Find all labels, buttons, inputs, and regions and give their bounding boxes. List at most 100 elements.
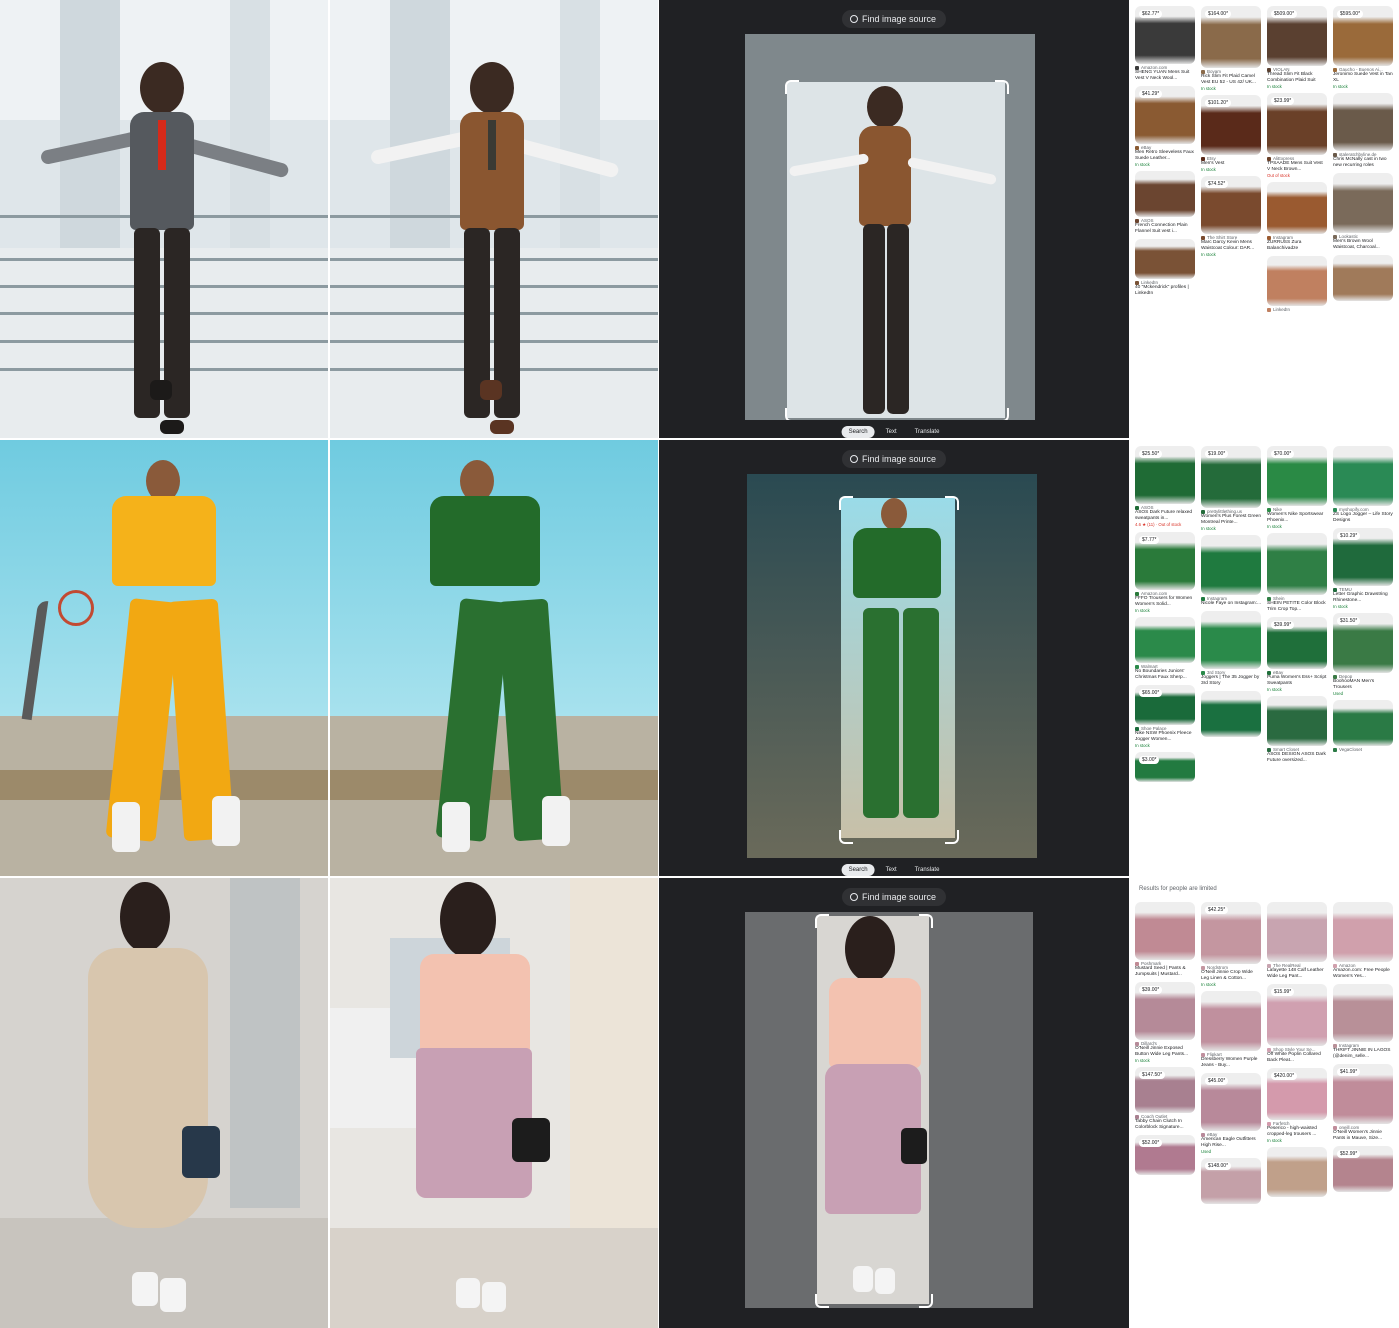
result-card[interactable]: $147.50* Coach Outlet Tabby Chain Clutch I… xyxy=(1135,1067,1195,1131)
result-title[interactable]: O'Neill Women's Jinnie Pants in Mauve, S… xyxy=(1333,1130,1383,1141)
result-title[interactable]: Jeronimo Suede Vest in Tan XL xyxy=(1333,72,1393,83)
result-title[interactable]: Puma Women's Ess+ Script Sweatpants xyxy=(1267,675,1327,686)
result-thumbnail[interactable] xyxy=(1333,902,1393,962)
result-card[interactable]: $23.99* AliExpress TPSAADE Mens Suit Vest … xyxy=(1267,93,1327,178)
result-thumbnail[interactable] xyxy=(1201,991,1261,1051)
result-thumbnail[interactable]: $147.50* xyxy=(1135,1067,1195,1113)
result-thumbnail[interactable]: $52.99* xyxy=(1333,1146,1393,1192)
result-title[interactable]: Men Retro Sleeveless Faux Suede Leather.… xyxy=(1135,150,1194,161)
result-title[interactable]: Off White Poplin Collared Back Pleat... xyxy=(1267,1052,1321,1063)
result-card[interactable]: $101.20* Etsy Men's Vest In stock xyxy=(1201,95,1261,172)
result-title[interactable]: Joggers | The 35 Jogger by 3rd Story xyxy=(1201,675,1260,686)
result-card[interactable]: LinkedIn 40 "Mckendrick" profiles | Linke… xyxy=(1135,239,1195,297)
result-card[interactable]: $15.99* Shop Style Your Se... Off White Po… xyxy=(1267,984,1327,1064)
result-thumbnail[interactable]: $74.52* xyxy=(1201,176,1261,234)
result-card[interactable]: $65.00* Shoe Palace Nike NSW Phoenix Fleec… xyxy=(1135,685,1195,748)
result-thumbnail[interactable]: $15.99* xyxy=(1267,984,1327,1046)
result-thumbnail[interactable]: $39.00* xyxy=(1135,982,1195,1040)
result-title[interactable]: Letter Graphic Drawstring Rhinestone... xyxy=(1333,592,1388,603)
result-thumbnail[interactable]: $70.00* xyxy=(1267,446,1327,506)
result-title[interactable]: Nicole Faye on Instagram:... xyxy=(1201,601,1261,606)
result-title[interactable]: Dressberry Women Purple Jeans - Buy... xyxy=(1201,1057,1258,1068)
tab-text[interactable]: Text xyxy=(885,867,897,873)
result-thumbnail[interactable] xyxy=(1267,182,1327,234)
result-title[interactable]: Men's Brown Wool Waistcoat, Charcoal... xyxy=(1333,239,1380,250)
result-card[interactable]: $74.52* The Shirt Store Marc Darcy Kevin M… xyxy=(1201,176,1261,257)
result-card[interactable]: $3.00* xyxy=(1135,752,1195,782)
crop-region[interactable] xyxy=(841,498,955,838)
result-card[interactable]: Shein SHEIN PETITE Color Block Trim Crop … xyxy=(1267,533,1327,613)
result-card[interactable]: $52.99* xyxy=(1333,1146,1393,1192)
result-title[interactable]: French Connection Plain Flannel Suit ves… xyxy=(1135,223,1188,234)
result-thumbnail[interactable]: $595.00* xyxy=(1333,6,1393,66)
result-thumbnail[interactable]: $3.00* xyxy=(1135,752,1195,782)
result-title[interactable]: FFFO Trousers for Women Women's Solid... xyxy=(1135,596,1193,607)
result-title[interactable]: Mustard Seed | Pants & Jumpsuits | Musta… xyxy=(1135,966,1186,977)
result-thumbnail[interactable]: $42.25* xyxy=(1201,902,1261,964)
result-title[interactable]: Women's Plus Forest Green Montreal Print… xyxy=(1201,514,1262,525)
result-title[interactable]: Chris McNally cast in two new recurring … xyxy=(1333,157,1387,168)
result-card[interactable] xyxy=(1201,691,1261,737)
find-image-source-button[interactable]: Find image source xyxy=(841,450,947,468)
tab-translate[interactable]: Translate xyxy=(914,429,940,435)
result-card[interactable]: $25.50* ASOS ASOS Dark Future relaxed swea… xyxy=(1135,446,1195,528)
result-card[interactable]: VegaCloset xyxy=(1333,700,1393,752)
result-card[interactable]: Lookastic Men's Brown Wool Waistcoat, Cha… xyxy=(1333,173,1393,251)
result-thumbnail[interactable]: $7.77* xyxy=(1135,532,1195,590)
result-title[interactable]: THRIFT JINNIE IN LAGOS (@denim_selle... xyxy=(1333,1048,1391,1059)
result-thumbnail[interactable]: $509.00* xyxy=(1267,6,1327,66)
result-title[interactable]: Lafayette 148 Calf Leather Wide Leg Pant… xyxy=(1267,968,1324,979)
result-thumbnail[interactable]: $41.29* xyxy=(1135,86,1195,144)
result-card[interactable]: $70.00* Nike Women's Nike Sportswear Phoen… xyxy=(1267,446,1327,529)
result-title[interactable]: Tabby Chain Clutch In Colorblock Signatu… xyxy=(1135,1119,1184,1130)
result-thumbnail[interactable] xyxy=(1201,535,1261,595)
result-thumbnail[interactable]: $41.99* xyxy=(1333,1064,1393,1124)
result-thumbnail[interactable] xyxy=(1267,902,1327,962)
crop-region[interactable] xyxy=(787,82,1005,418)
result-thumbnail[interactable]: $148.00* xyxy=(1201,1158,1261,1204)
result-thumbnail[interactable]: $65.00* xyxy=(1135,685,1195,725)
result-title[interactable]: SHEIN PETITE Color Block Trim Crop Top..… xyxy=(1267,601,1326,612)
result-title[interactable]: No Boundaries Juniors' Christmas Faux Sh… xyxy=(1135,669,1187,680)
result-thumbnail[interactable]: $420.00* xyxy=(1267,1068,1327,1120)
result-card[interactable]: $148.00* xyxy=(1201,1158,1261,1204)
result-title[interactable]: ZS Logo Jogger – Life Story Designs xyxy=(1333,512,1393,523)
result-card[interactable] xyxy=(1333,255,1393,301)
result-card[interactable]: LinkedIn xyxy=(1267,256,1327,312)
result-card[interactable]: ASOS French Connection Plain Flannel Suit… xyxy=(1135,171,1195,235)
result-thumbnail[interactable]: $10.29* xyxy=(1333,528,1393,586)
result-thumbnail[interactable] xyxy=(1135,902,1195,960)
result-title[interactable]: SHENG YUAN Mens Suit Vest V Neck Wool... xyxy=(1135,70,1190,81)
result-thumbnail[interactable] xyxy=(1333,984,1393,1042)
result-thumbnail[interactable]: $62.77* xyxy=(1135,6,1195,64)
result-card[interactable]: $52.00* xyxy=(1135,1135,1195,1175)
result-thumbnail[interactable]: $19.00* xyxy=(1201,446,1261,508)
result-card[interactable]: $420.00* Farfetch Peserico - high-waisted … xyxy=(1267,1068,1327,1143)
result-thumbnail[interactable] xyxy=(1333,446,1393,506)
result-title[interactable]: American Eagle Outfitters High Rise... xyxy=(1201,1137,1256,1148)
result-card[interactable]: Instagram THRIFT JINNIE IN LAGOS (@denim_… xyxy=(1333,984,1393,1060)
result-card[interactable]: Amazon Amazon.com: Free People Women's Ye… xyxy=(1333,902,1393,980)
result-thumbnail[interactable]: $101.20* xyxy=(1201,95,1261,155)
crop-region[interactable] xyxy=(817,916,929,1304)
find-image-source-button[interactable]: Find image source xyxy=(841,10,947,28)
result-title[interactable]: Rick Slim Fit Plaid Camel Vest EU 52 - U… xyxy=(1201,74,1256,85)
result-card[interactable]: Walmart No Boundaries Juniors' Christmas … xyxy=(1135,617,1195,681)
result-card[interactable]: 3rd Story Joggers | The 35 Jogger by 3rd … xyxy=(1201,611,1261,687)
result-thumbnail[interactable] xyxy=(1135,617,1195,663)
result-card[interactable]: $509.00* VIOLAN Thread Slim Fit Black Comb… xyxy=(1267,6,1327,89)
result-title[interactable]: BoohooMAN Men's Trousers xyxy=(1333,679,1375,690)
result-card[interactable]: $42.25* Nordstrom O'Neill Jinnie Crop Wide… xyxy=(1201,902,1261,987)
result-title[interactable]: ASOS DESIGN ASOS Dark Future oversized..… xyxy=(1267,752,1326,763)
result-thumbnail[interactable]: $23.99* xyxy=(1267,93,1327,155)
result-thumbnail[interactable]: $25.50* xyxy=(1135,446,1195,504)
result-thumbnail[interactable] xyxy=(1333,93,1393,151)
result-thumbnail[interactable]: $164.00* xyxy=(1201,6,1261,68)
result-thumbnail[interactable] xyxy=(1267,1147,1327,1197)
result-title[interactable]: Marc Darcy Kevin Mens Waistcoat Colour: … xyxy=(1201,240,1255,251)
result-card[interactable]: $62.77* Amazon.com SHENG YUAN Mens Suit Ve… xyxy=(1135,6,1195,82)
result-thumbnail[interactable] xyxy=(1135,171,1195,217)
result-card[interactable]: $10.29* TEMU Letter Graphic Drawstring Rhi… xyxy=(1333,528,1393,609)
result-card[interactable]: $45.00* eBay American Eagle Outfitters Hig… xyxy=(1201,1073,1261,1154)
result-thumbnail[interactable]: $52.00* xyxy=(1135,1135,1195,1175)
